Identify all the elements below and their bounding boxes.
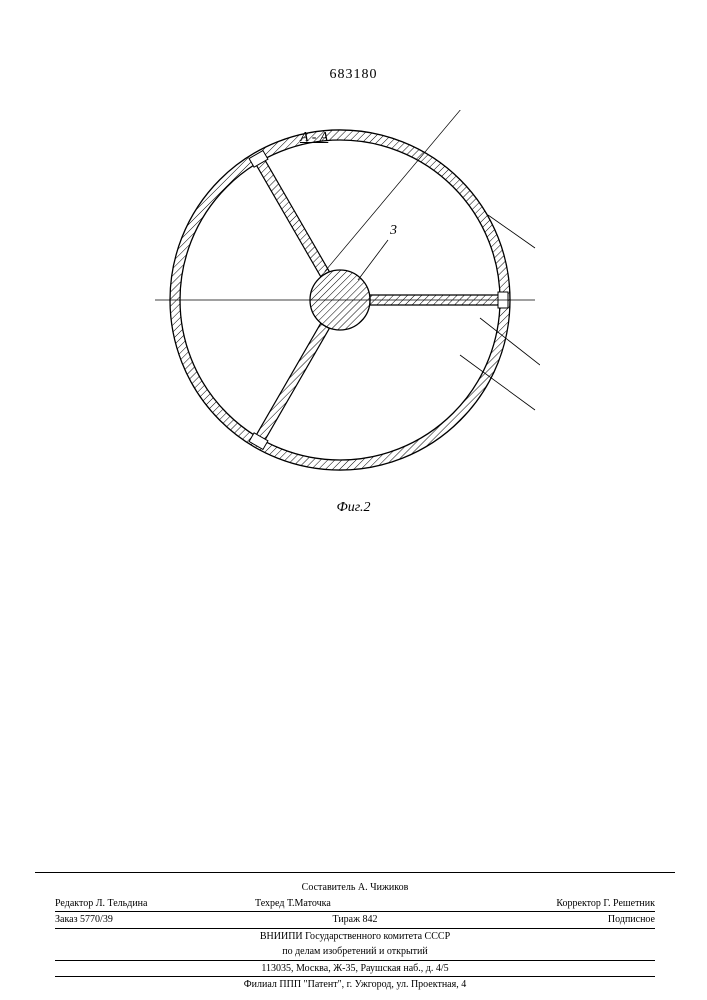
order-number: Заказ 5770/39 xyxy=(55,913,255,927)
corrector-label: Корректор xyxy=(556,898,601,909)
editor-name: Л. Тельдина xyxy=(96,898,148,909)
order-row: Заказ 5770/39 Тираж 842 Подписное xyxy=(55,912,655,929)
podpisnoe: Подписное xyxy=(455,913,655,927)
svg-text:3: 3 xyxy=(389,223,397,238)
org-line-2: по делам изобретений и открытий xyxy=(55,944,655,961)
footer-block: Составитель А. Чижиков Редактор Л. Тельд… xyxy=(55,880,655,993)
corrector-name: Г. Решетник xyxy=(603,898,655,909)
cross-section-diagram: 1345 xyxy=(140,110,540,510)
tekhred-label: Техред xyxy=(255,898,284,909)
address-1: 113035, Москва, Ж-35, Раушская наб., д. … xyxy=(55,961,655,978)
address-2: Филиал ППП "Патент", г. Ужгород, ул. Про… xyxy=(55,977,655,993)
editor-label: Редактор xyxy=(55,898,93,909)
tekhred-name: Т.Маточка xyxy=(287,898,331,909)
patent-number: 683180 xyxy=(0,67,707,83)
tirazh: Тираж 842 xyxy=(255,913,455,927)
org-line-1: ВНИИПИ Государственного комитета СССР xyxy=(55,929,655,945)
figure-label: Фиг.2 xyxy=(0,500,707,516)
compiler-line: Составитель А. Чижиков xyxy=(55,880,655,896)
credits-row: Редактор Л. Тельдина Техред Т.Маточка Ко… xyxy=(55,896,655,913)
